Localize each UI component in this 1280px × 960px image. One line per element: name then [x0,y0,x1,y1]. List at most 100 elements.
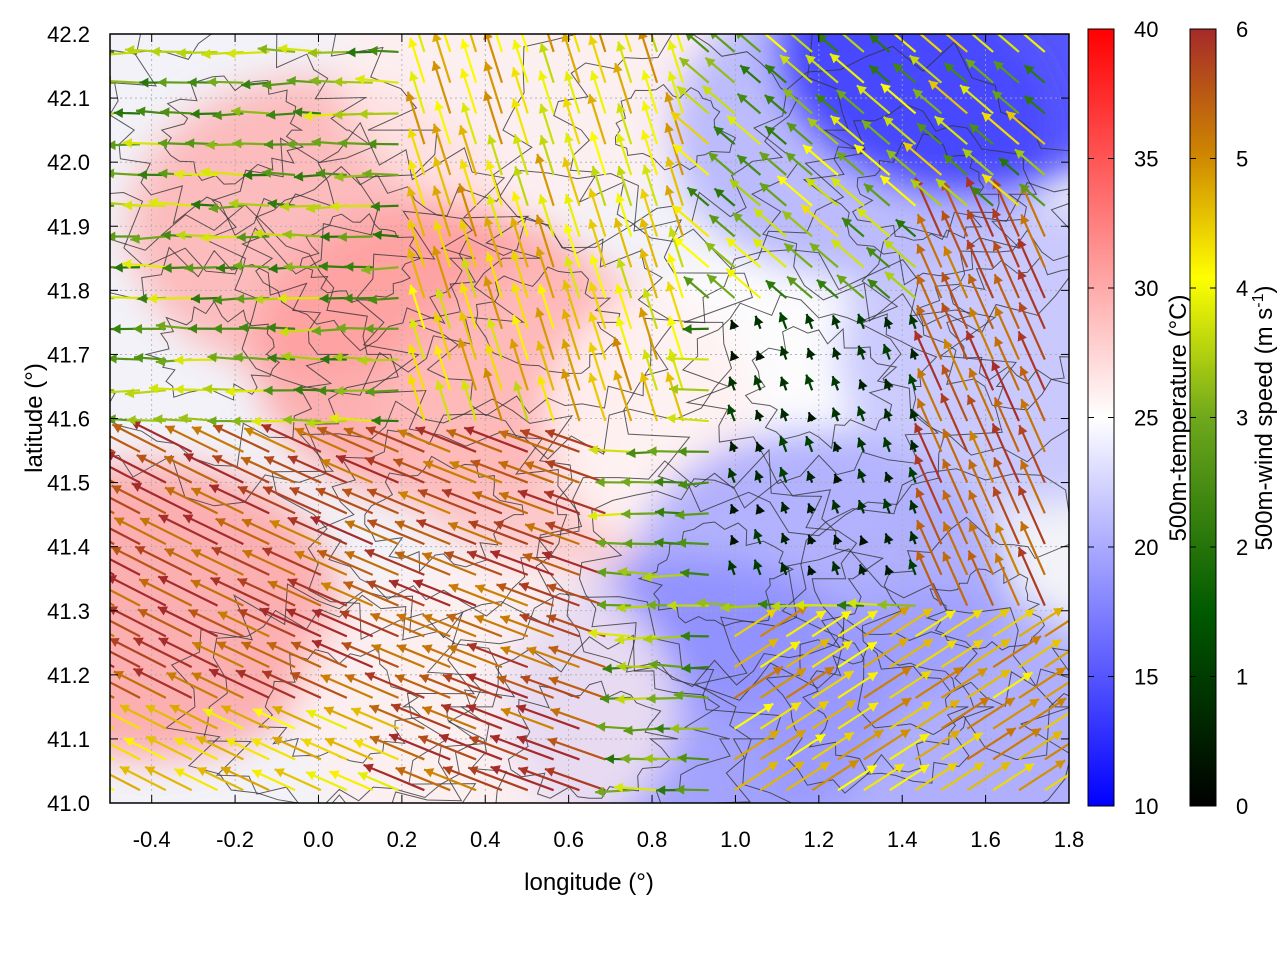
wind-vector [909,408,919,422]
wind-vector-head [1023,763,1035,773]
wind-vector-shaft [1017,269,1046,330]
wind-vector-head [262,547,273,557]
wind-vector [732,211,762,238]
wind-vector-shaft [1018,697,1067,730]
wind-vector-head [972,732,983,742]
wind-vector-shaft [1019,365,1046,422]
wind-vector-head [406,248,417,259]
wind-vector [361,264,399,275]
wind-vector [220,704,270,730]
wind-vector-shaft [422,460,477,484]
wind-vector-head [351,707,362,717]
wind-vector-head [843,732,854,742]
wind-vector-head [940,393,950,404]
wind-vector [122,200,166,211]
wind-vector [369,735,425,761]
wind-vector-head [363,763,374,773]
wind-vector-head [754,315,764,326]
wind-vector [641,100,659,145]
wind-vector-head [486,8,496,18]
wind-vector-head [840,611,852,621]
wind-vector-head [344,261,354,272]
wind-vector [110,546,167,576]
wind-vector-shaft [759,605,808,638]
wind-vector-head [447,644,459,655]
wind-vector-head [237,608,248,619]
wind-vector-head [941,364,951,376]
wind-vector-head [920,671,932,681]
wind-vector [638,34,659,84]
wind-vector [292,107,322,118]
wind-vector [704,56,736,84]
wind-vector-head [329,770,340,780]
wind-vector-shaft [316,426,374,453]
wind-vector-head [203,708,214,718]
wind-vector [811,699,857,730]
wind-vector-head [82,201,91,211]
wind-vector-head [836,274,848,285]
wind-vector-shaft [110,742,141,761]
wind-vector-head [765,126,776,136]
wind-vector-head [621,508,631,519]
wind-vector-head [500,645,511,656]
wind-vector-head [158,168,168,179]
wind-vector-shaft [992,727,1042,761]
wind-vector [991,423,1020,484]
wind-vector-shaft [209,576,270,607]
wind-vector-head [190,579,202,589]
wind-vector-head [202,383,213,394]
wind-vector-head [999,609,1010,619]
wind-vector-head [266,322,276,333]
wind-vector [912,88,943,115]
wind-vector [916,398,943,453]
wind-vector-shaft [484,276,503,330]
wind-vector [613,782,658,793]
contour-line [315,413,581,617]
wind-vector-head [334,171,344,182]
wind-vector-head [291,641,302,651]
wind-vector-head [639,188,650,200]
wind-vector-shaft [418,674,477,699]
wind-vector [680,631,709,642]
wind-vector [993,273,1020,330]
wind-vector [727,467,738,483]
wind-vector-head [217,611,229,621]
wind-vector [675,784,709,795]
wind-vector [665,372,684,422]
wind-vector-head [458,125,468,136]
wind-vector-shaft [190,487,244,515]
wind-vector [174,355,218,366]
wind-vector [676,34,684,53]
wind-vector-head [901,667,912,677]
wind-vector-head [993,457,1003,468]
wind-vector-head [815,610,826,620]
wind-vector [754,409,765,422]
wind-vector [266,109,296,120]
wind-vector-shaft [388,579,451,607]
wind-vector-head [547,737,558,747]
wind-vector-head [83,262,92,272]
wind-vector-shaft [547,738,606,761]
wind-vector-head [62,578,72,587]
wind-vector [588,445,632,456]
wind-vector-head [979,697,990,707]
x-tick-label: 0.2 [387,827,418,852]
wind-vector [457,338,478,391]
wind-vector [496,582,555,607]
wind-vector-shaft [110,143,115,146]
wind-vector [183,452,244,484]
wind-vector [110,434,141,453]
wind-vector-head [831,315,841,326]
wind-vector [943,62,968,84]
wind-vector [208,484,270,515]
wind-vector-head [960,23,970,33]
wind-vector-head [673,237,685,248]
wind-vector [614,283,633,330]
wind-vector-shaft [111,423,167,453]
wind-vector [621,508,658,519]
wind-vector-shaft [316,549,374,576]
wind-vector-shaft [918,34,943,53]
wind-vector [148,197,192,208]
wind-vector-head [679,57,690,68]
wind-vector [442,673,503,699]
